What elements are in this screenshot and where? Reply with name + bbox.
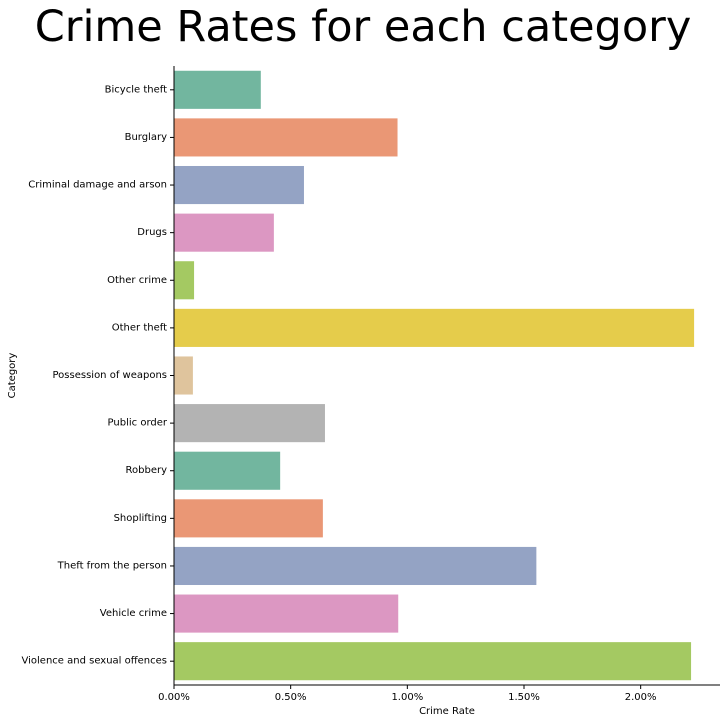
bar-burglary — [174, 118, 398, 157]
chart-title: Crime Rates for each category — [34, 2, 692, 52]
bar-criminal-damage-and-arson — [174, 165, 304, 205]
x-tick-label: 0.00% — [158, 692, 190, 703]
x-axis-label: Crime Rate — [419, 706, 475, 717]
y-tick-label: Robbery — [126, 465, 168, 476]
y-tick-label: Public order — [108, 418, 168, 429]
y-tick-label: Bicycle theft — [105, 84, 167, 95]
y-tick-label: Violence and sexual offences — [22, 656, 168, 667]
bars-group — [174, 70, 695, 681]
bar-vehicle-crime — [174, 594, 399, 633]
bar-robbery — [174, 451, 281, 490]
bar-violence-and-sexual-offences — [174, 642, 692, 681]
bar-bicycle-theft — [174, 70, 261, 109]
bar-drugs — [174, 213, 274, 252]
bar-other-crime — [174, 261, 195, 300]
y-tick-label: Drugs — [137, 227, 167, 238]
y-axis-label: Category — [7, 353, 18, 399]
bar-theft-from-the-person — [174, 546, 537, 586]
y-tick-label: Criminal damage and arson — [28, 180, 167, 191]
x-ticks-group: 0.00% 0.50% 1.00% 1.50% 2.00% — [158, 685, 657, 703]
bar-shoplifting — [174, 499, 323, 538]
y-tick-label: Other crime — [107, 275, 167, 286]
y-tick-label: Theft from the person — [57, 560, 167, 571]
x-tick-label: 0.50% — [275, 692, 307, 703]
y-ticks-group: Bicycle theft Burglary Criminal damage and… — [22, 84, 174, 667]
y-tick-label: Shoplifting — [114, 513, 167, 524]
bar-public-order — [174, 404, 325, 443]
y-tick-label: Vehicle crime — [100, 608, 167, 619]
y-tick-label: Burglary — [125, 132, 167, 143]
y-tick-label: Possession of weapons — [53, 370, 168, 381]
x-tick-label: 1.50% — [508, 692, 540, 703]
bar-possession-of-weapons — [174, 356, 193, 395]
x-tick-label: 2.00% — [625, 692, 657, 703]
y-tick-label: Other theft — [112, 322, 167, 333]
x-tick-label: 1.00% — [391, 692, 423, 703]
bar-other-theft — [174, 308, 695, 347]
